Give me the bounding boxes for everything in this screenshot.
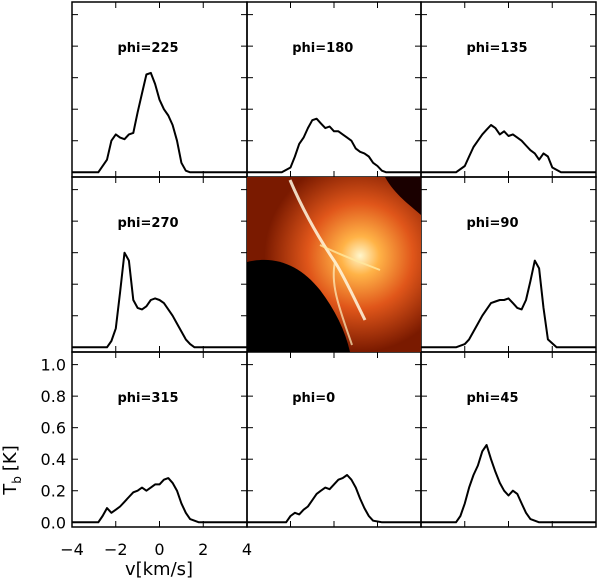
panel-label: phi=90 [467, 216, 519, 231]
map-dark-corner [385, 177, 421, 215]
x-tick-label: 0 [154, 540, 164, 559]
panel-frame [71, 176, 248, 353]
panel-frame [420, 1, 597, 178]
spectrum-panel: phi=180 [246, 2, 422, 177]
spectrum-line [421, 444, 596, 524]
panel-grid: phi=225 phi=180 phi=135 phi=270 phi=90 phi=31… [71, 1, 597, 528]
panel-frame [246, 1, 422, 178]
panel-frame [420, 176, 597, 353]
x-axis-title: v[km/s] [125, 559, 193, 580]
spectrum-line [421, 259, 596, 349]
x-tick-label: 4 [242, 540, 252, 559]
panel-frame [246, 351, 422, 528]
spectrum-line [72, 71, 247, 174]
x-tick-labels: −4 −2 0 2 4 [60, 540, 252, 559]
spectrum-line [247, 117, 421, 174]
spectrum-line [72, 477, 247, 524]
spectrum-panel: phi=0 [246, 352, 422, 527]
y-axis-title-unit: [K] [0, 445, 21, 471]
svg-text:Tb[K]: Tb [K] [0, 445, 24, 495]
center-map-image [247, 177, 421, 352]
map-dark-region [247, 259, 350, 352]
panel-label: phi=0 [292, 391, 335, 406]
spectrum-line [421, 124, 596, 174]
panel-frame [71, 351, 248, 528]
panel-label: phi=135 [467, 41, 528, 56]
y-axis-title-main: T [0, 483, 21, 496]
spectrum-panel: phi=225 [71, 2, 248, 177]
x-tick-label: 2 [198, 540, 208, 559]
panel-label: phi=180 [292, 41, 353, 56]
map-bright-filament-3 [332, 261, 353, 346]
y-tick-label: 0.8 [41, 387, 66, 406]
x-tick-label: −4 [60, 540, 84, 559]
spectrum-line [72, 251, 247, 349]
panel-label: phi=45 [467, 391, 519, 406]
spectrum-panel: phi=315 [71, 352, 248, 527]
panel-label: phi=270 [118, 216, 179, 231]
y-tick-label: 0.4 [41, 450, 66, 469]
y-axis-title-sub: b [10, 476, 24, 484]
panel-frame [420, 351, 597, 528]
spectrum-panel: phi=270 [71, 177, 248, 352]
panel-label: phi=315 [118, 391, 179, 406]
y-tick-labels: 0.0 0.2 0.4 0.6 0.8 1.0 [41, 356, 66, 533]
y-tick-label: 0.2 [41, 482, 66, 501]
x-tick-label: −2 [104, 540, 128, 559]
y-tick-label: 1.0 [41, 356, 66, 375]
map-bright-filament [288, 179, 367, 321]
y-axis-title: Tb [K] [0, 445, 24, 495]
map-bright-filament-2 [319, 244, 381, 271]
panel-frame [71, 1, 248, 178]
y-tick-label: 0.0 [41, 513, 66, 532]
spectrum-line [247, 474, 421, 524]
panel-label: phi=225 [118, 41, 179, 56]
spectrum-panel: phi=90 [420, 177, 597, 352]
spectrum-panel: phi=135 [420, 2, 597, 177]
spectrum-panel: phi=45 [420, 352, 597, 527]
y-tick-label: 0.6 [41, 419, 66, 438]
